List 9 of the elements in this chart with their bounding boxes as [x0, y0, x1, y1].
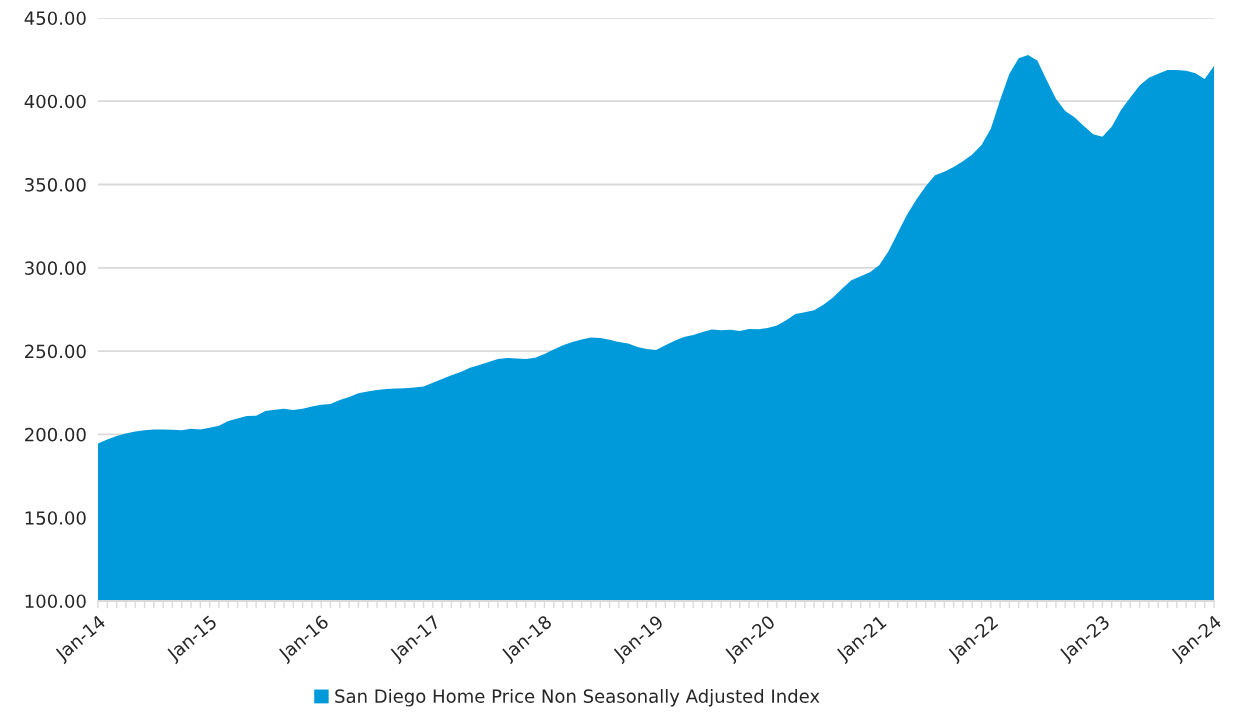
- y-tick-label: 400.00: [24, 94, 86, 109]
- y-tick-label: 200.00: [25, 427, 86, 442]
- y-tick-label: 250.00: [25, 344, 86, 359]
- y-tick-label: 300.00: [25, 261, 86, 275]
- y-tick-label: 350.00: [25, 177, 86, 192]
- y-tick-label: 150.00: [25, 511, 86, 525]
- y-tick-label: 450.00: [24, 11, 86, 26]
- legend-label: San Diego Home Price Non Seasonally Adjusted Index: [335, 689, 820, 707]
- y-tick-label: 100.00: [25, 594, 86, 609]
